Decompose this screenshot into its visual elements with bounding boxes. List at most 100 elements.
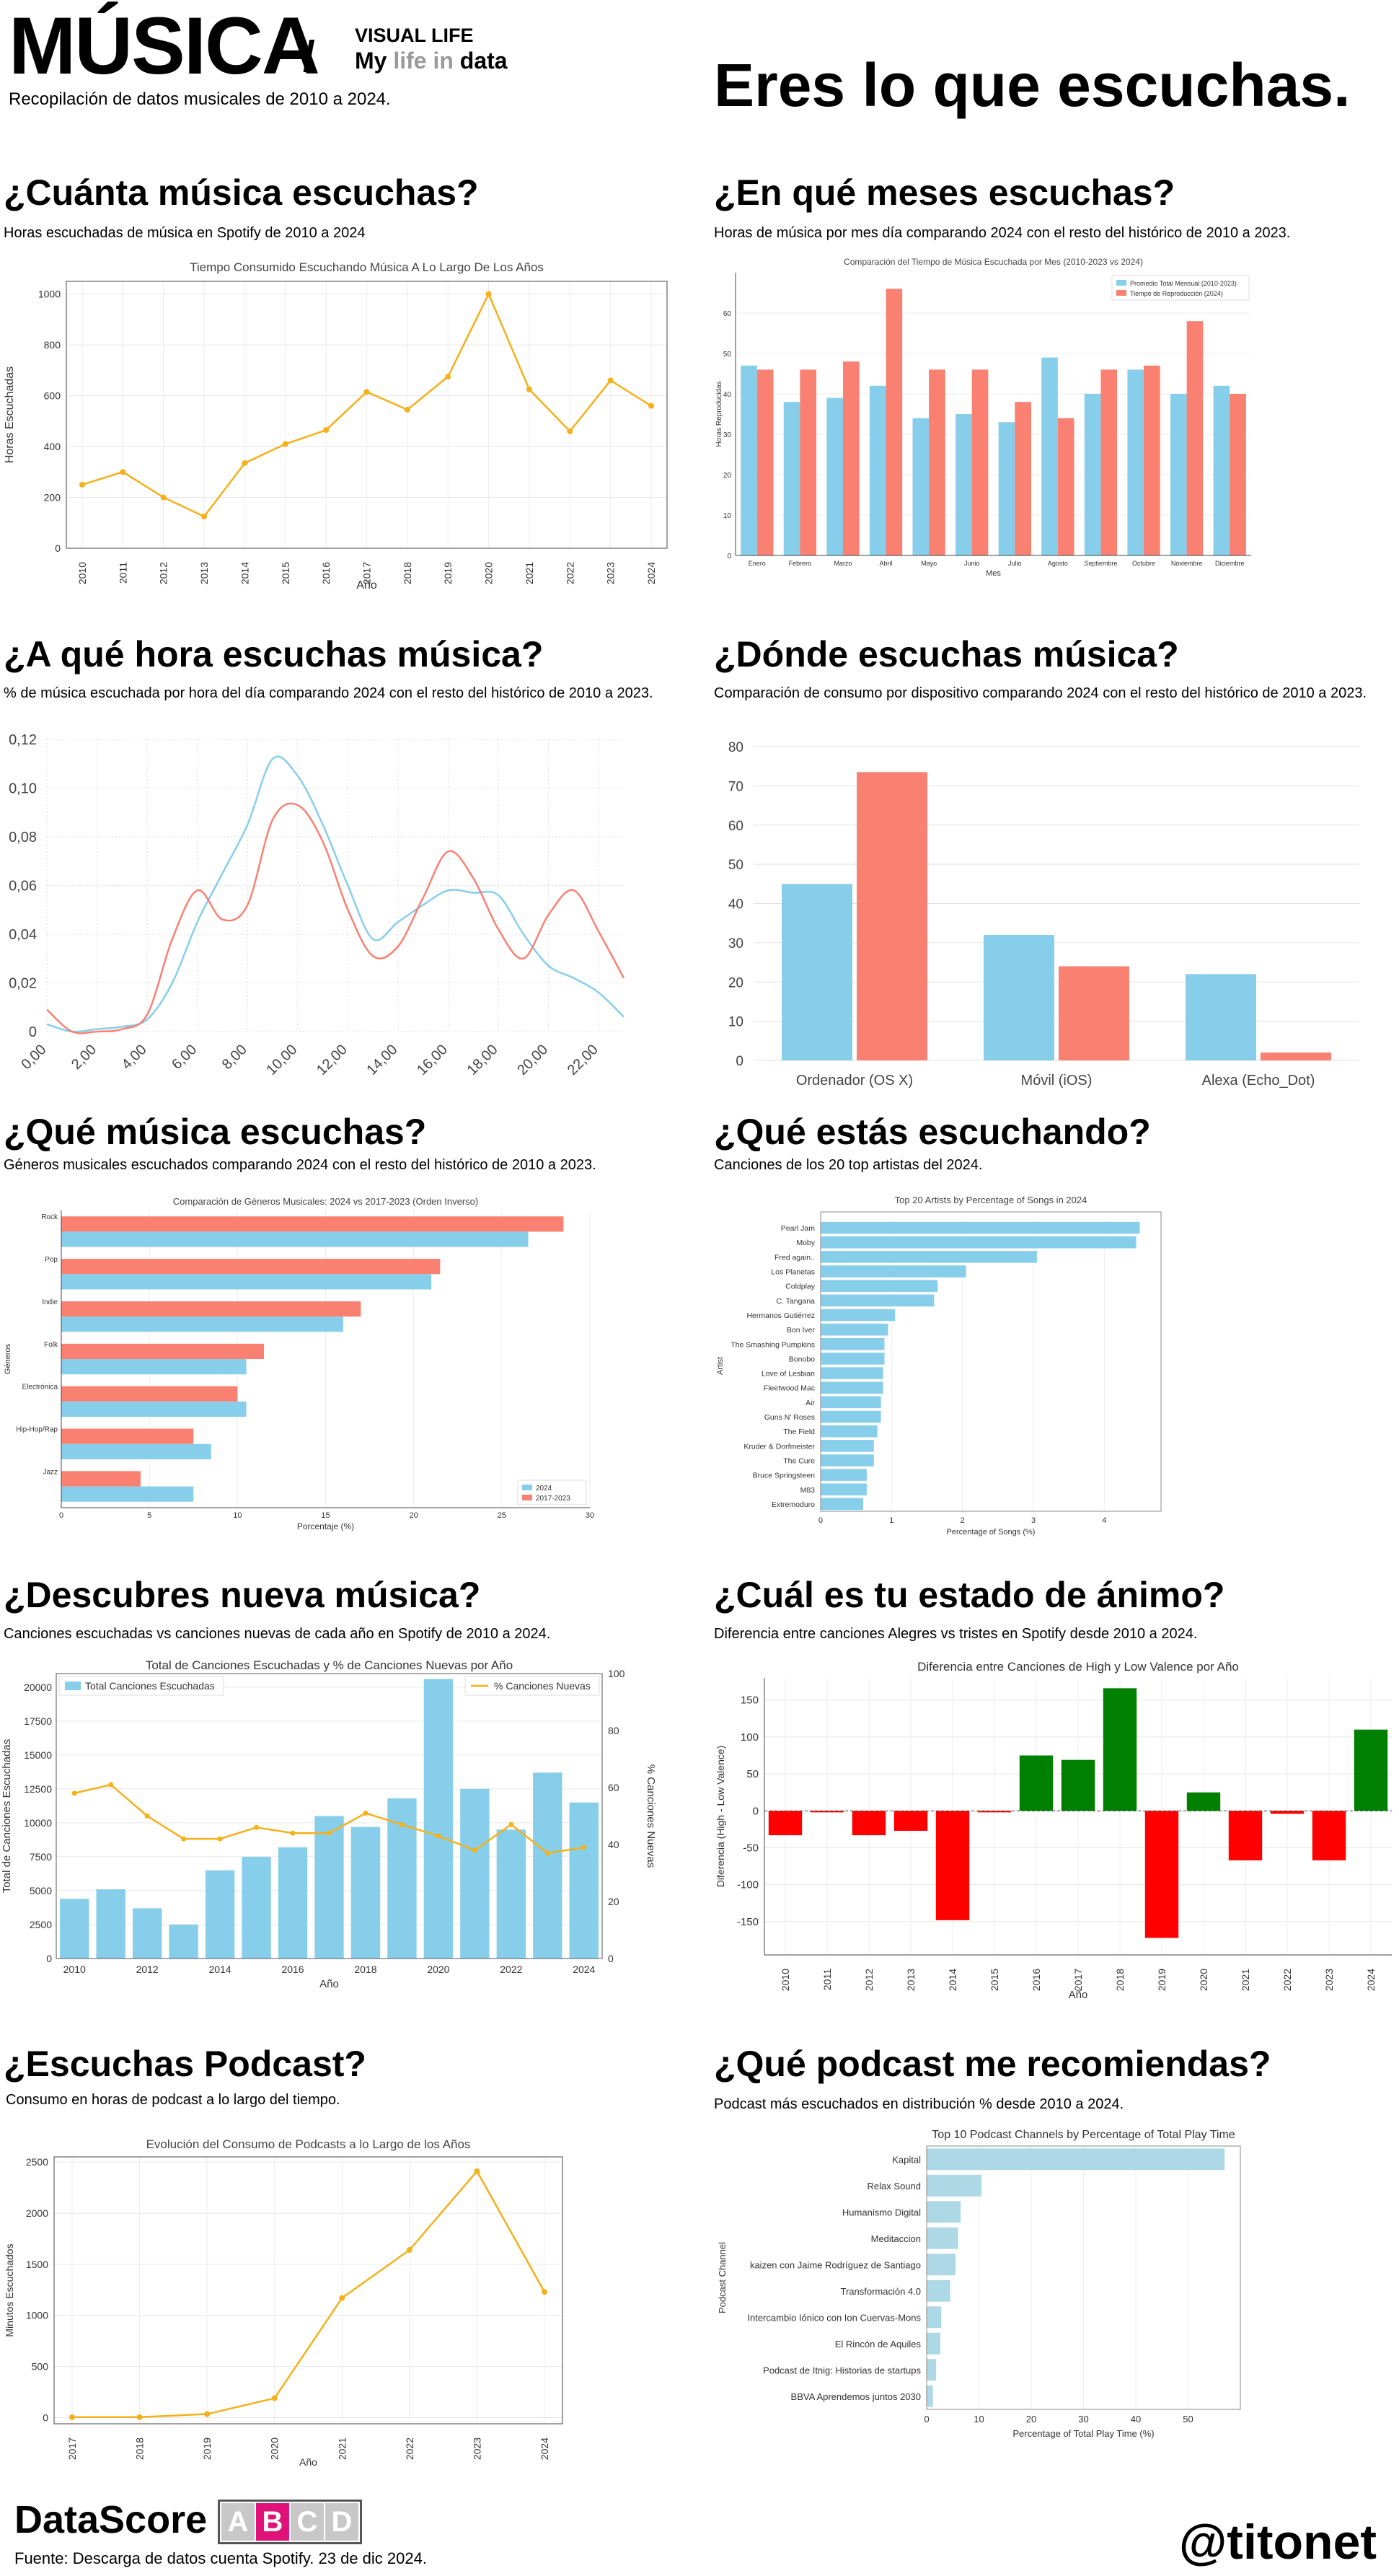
x-tick-label: 40 (1131, 2414, 1141, 2425)
section-subtitle-8: Diferencia entre canciones Alegres vs tr… (714, 1626, 1198, 1642)
y-tick-label: Pop (45, 1256, 58, 1264)
section-title-2: ¿En qué meses escuchas? (714, 172, 1175, 213)
grade-d: D (325, 2503, 358, 2541)
data-point (607, 377, 614, 384)
chart-title: Top 20 Artists by Percentage of Songs in… (895, 1195, 1087, 1205)
x-tick-label: Mayo (921, 560, 937, 567)
plot-frame (56, 1673, 603, 1959)
section-subtitle-6: Canciones de los 20 top artistas del 202… (714, 1157, 983, 1173)
y-tick-label: 800 (44, 339, 61, 351)
x-tick-label: 3 (1031, 1516, 1036, 1525)
y-tick-label: 0,06 (9, 879, 37, 894)
data-point (204, 2411, 211, 2417)
artist-bar (821, 1469, 867, 1481)
new-songs-point (472, 1847, 477, 1853)
x-tick-label: 2020 (483, 562, 495, 584)
podcast-bar (927, 2254, 956, 2276)
x-tick-label: 2014 (947, 1969, 958, 1991)
x-tick-label: Noviembre (1171, 560, 1203, 567)
section-subtitle-7: Canciones escuchadas vs canciones nuevas… (4, 1626, 551, 1642)
bar-2017-2023 (61, 1301, 361, 1317)
y-tick-label: 15000 (24, 1749, 52, 1761)
x-tick-label: 14,00 (364, 1042, 401, 1078)
chart-hourly: 0 0,02 0,04 0,06 0,08 0,10 0,12 0,00 2,00 4,00 6,0… (9, 732, 625, 1078)
series-line-2010-2023 (46, 802, 625, 1034)
artist-label: Fleetwood Mac (764, 1384, 815, 1393)
artist-label: Los Planetas (771, 1268, 815, 1277)
new-songs-point (581, 1845, 587, 1850)
x-tick-label: 2012 (863, 1969, 875, 1991)
songs-bar (533, 1772, 562, 1959)
legend-box-left (58, 1676, 224, 1696)
y-tick-label: 10 (723, 512, 732, 520)
x-axis-label: Año (299, 2456, 317, 2468)
x-tick-label: 2022 (564, 562, 575, 584)
legend-swatch (1116, 290, 1126, 296)
data-point (120, 469, 126, 475)
bar-avg (826, 397, 843, 555)
x-tick-label: 8,00 (219, 1042, 250, 1073)
datascore-label: DataScore (14, 2498, 208, 2541)
valence-bar (1061, 1759, 1095, 1811)
new-songs-point (290, 1830, 296, 1836)
bar-avg (741, 365, 757, 555)
podcast-label: Relax Sound (868, 2181, 921, 2192)
artist-label: Air (806, 1399, 815, 1407)
section-title-5: ¿Qué música escuchas? (4, 1112, 427, 1152)
y-tick-label: 40 (723, 391, 732, 399)
data-point (526, 386, 532, 392)
x-tick-label: Julio (1008, 560, 1022, 567)
section-title-1: ¿Cuánta música escuchas? (4, 172, 479, 213)
x-tick-label: 2019 (201, 2437, 213, 2460)
x-tick-label: 5 (147, 1511, 151, 1520)
x-axis-label: Año (356, 579, 377, 592)
y-tick-label: 0 (736, 1054, 743, 1069)
x-tick-label: 12,00 (314, 1042, 350, 1078)
x-tick-label: 2,00 (69, 1042, 100, 1073)
datascore-grades: A B C D (218, 2500, 362, 2544)
valence-bar (1354, 1729, 1388, 1811)
bar-2024 (929, 369, 945, 555)
bar-2024 (1144, 365, 1160, 555)
plot-frame (53, 2156, 563, 2425)
y-tick-label: 60 (723, 310, 732, 318)
new-songs-point (144, 1814, 150, 1819)
bar-2017-2023 (61, 1471, 141, 1487)
header-subtitle: Recopilación de datos musicales de 2010 … (9, 89, 391, 109)
podcast-bar (927, 2385, 933, 2407)
section-title-4: ¿Dónde escuchas música? (714, 634, 1179, 674)
bar-avg (1213, 385, 1230, 555)
bar-2024 (886, 289, 903, 555)
y-tick-label: 200 (44, 492, 61, 504)
artist-bar (821, 1367, 883, 1379)
chart-title: Total de Canciones Escuchadas y % de Can… (146, 1658, 513, 1672)
new-songs-point (436, 1833, 441, 1839)
artist-label: Bon Iver (787, 1326, 816, 1335)
y-axis-label: Podcast Channel (717, 2242, 728, 2313)
x-tick-label: 2024 (1365, 1969, 1377, 1991)
chart-monthly: Comparación del Tiempo de Música Escucha… (715, 257, 1251, 577)
y-tick-label: Hip-Hop/Rap (16, 1426, 58, 1434)
artist-label: Fred again.. (774, 1253, 815, 1262)
y-axis-label: Diferencia (High - Low Valence) (715, 1746, 726, 1888)
bar-2024 (1230, 394, 1246, 555)
x-tick-label: Abril (880, 560, 893, 567)
chart-top-podcasts: Top 10 Podcast Channels by Percentage of… (717, 2129, 1241, 2439)
data-point (271, 2395, 278, 2401)
data-point (160, 494, 167, 501)
data-point (69, 2414, 75, 2420)
bar-2017-2023 (61, 1259, 441, 1275)
artist-bar (821, 1353, 885, 1365)
new-songs-point (71, 1790, 77, 1796)
y-tick-label: 7500 (30, 1851, 52, 1863)
podcast-label: kaizen con Jaime Rodríguez de Santiago (750, 2259, 921, 2270)
x-tick-label: 1 (889, 1516, 893, 1525)
artist-bar (821, 1323, 888, 1336)
new-songs-point (508, 1821, 514, 1827)
valence-bar (1019, 1755, 1054, 1811)
bar-2024 (971, 369, 989, 555)
x-tick-label: 2 (961, 1516, 965, 1525)
x-tick-label: 25 (498, 1511, 506, 1520)
x-tick-label: 30 (1078, 2414, 1088, 2425)
valence-bar (1228, 1811, 1263, 1860)
